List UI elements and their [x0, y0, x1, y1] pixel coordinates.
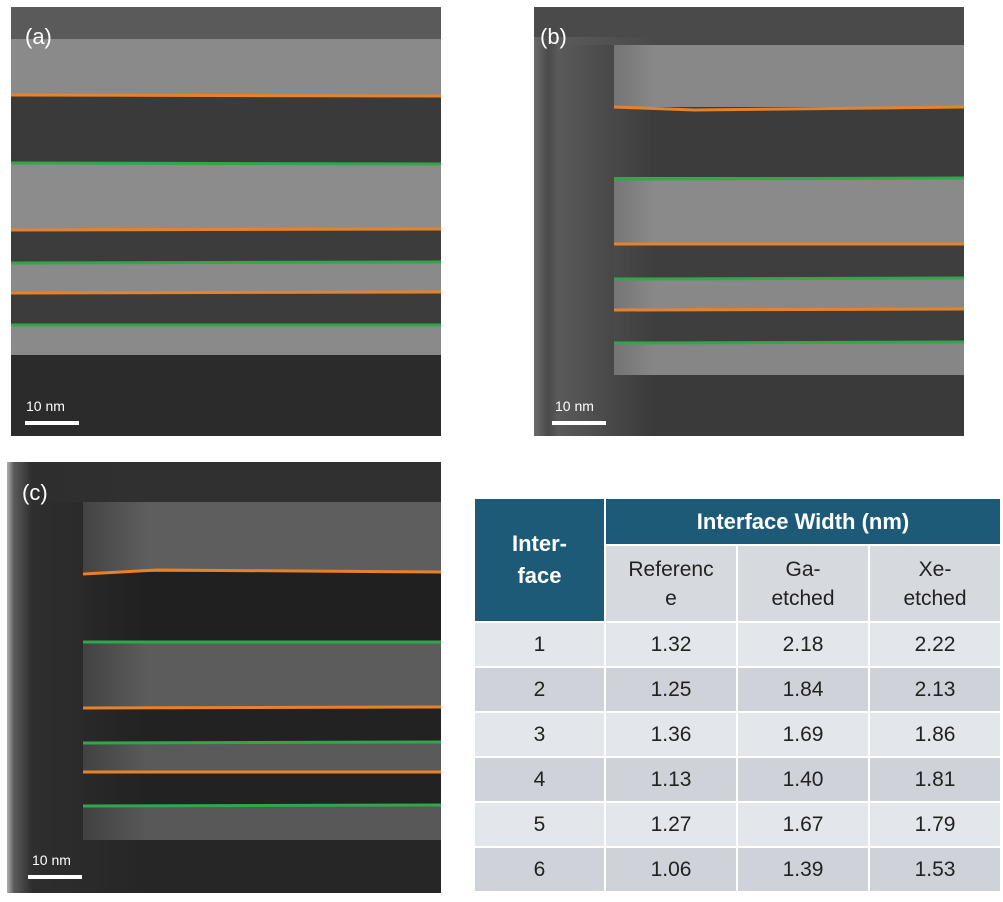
panel-label: (c) — [22, 480, 48, 505]
cell-reference: 1.32 — [604, 621, 738, 668]
stem-image-c — [7, 462, 441, 893]
interface-line-green — [82, 803, 441, 808]
column-header-xe-etched: Xe- etched — [867, 544, 1003, 623]
cell-xe-etched: 2.22 — [867, 621, 1003, 668]
cell-xe-etched: 1.79 — [867, 801, 1003, 848]
interface-line-green — [613, 340, 964, 345]
scale-bar-label: 10 nm — [26, 398, 65, 414]
interface-line-orange — [11, 290, 441, 295]
interface-line-orange — [82, 705, 441, 710]
stem-image-a — [11, 7, 441, 436]
interface-line-orange — [613, 307, 964, 312]
scale-bar — [25, 421, 79, 425]
panel-label: (b) — [540, 24, 567, 49]
table-row: 5 1.27 1.67 1.79 — [473, 801, 1003, 848]
cell-interface: 3 — [473, 711, 606, 758]
table-row: 4 1.13 1.40 1.81 — [473, 756, 1003, 803]
table-row: 6 1.06 1.39 1.53 — [473, 846, 1003, 893]
interface-line-green — [82, 740, 441, 745]
cell-ga-etched: 1.67 — [736, 801, 870, 848]
scale-bar — [552, 421, 606, 425]
interface-width-table: Inter- face Interface Width (nm) Referen… — [473, 497, 1003, 893]
cell-interface: 6 — [473, 846, 606, 893]
panel-c: (c) 10 nm — [7, 462, 441, 893]
column-header-ga-etched: Ga- etched — [736, 544, 870, 623]
group-header: Interface Width (nm) — [603, 497, 1003, 546]
table-body: 1 1.32 2.18 2.22 2 1.25 1.84 2.13 3 1.36 1.69 1.86 4… — [473, 621, 1003, 893]
cell-reference: 1.06 — [604, 846, 738, 893]
panel-b: (b) 10 nm — [534, 7, 964, 436]
interface-line-orange — [82, 568, 441, 576]
cell-ga-etched: 1.69 — [736, 711, 870, 758]
cell-interface: 1 — [473, 621, 606, 668]
cell-interface: 4 — [473, 756, 606, 803]
scale-bar-label: 10 nm — [32, 852, 71, 868]
cell-ga-etched: 2.18 — [736, 621, 870, 668]
stem-image-b — [534, 7, 964, 436]
cell-reference: 1.36 — [604, 711, 738, 758]
cell-xe-etched: 1.53 — [867, 846, 1003, 893]
interface-line-orange — [11, 227, 441, 232]
interface-line-green — [11, 260, 441, 265]
cell-reference: 1.13 — [604, 756, 738, 803]
scale-bar-label: 10 nm — [555, 398, 594, 414]
interface-line-green — [11, 161, 441, 166]
panel-a: (a) 10 nm — [11, 7, 441, 436]
interface-line-green — [613, 276, 964, 281]
cell-ga-etched: 1.40 — [736, 756, 870, 803]
table-row: 1 1.32 2.18 2.22 — [473, 621, 1003, 668]
panel-label: (a) — [25, 24, 52, 49]
interface-line-orange — [613, 105, 964, 112]
cell-interface: 5 — [473, 801, 606, 848]
cell-ga-etched: 1.39 — [736, 846, 870, 893]
cell-ga-etched: 1.84 — [736, 666, 870, 713]
cell-xe-etched: 1.86 — [867, 711, 1003, 758]
cell-xe-etched: 1.81 — [867, 756, 1003, 803]
interface-line-green — [613, 176, 964, 181]
cell-reference: 1.27 — [604, 801, 738, 848]
scale-bar — [28, 875, 82, 879]
table-row: 2 1.25 1.84 2.13 — [473, 666, 1003, 713]
row-header-interface: Inter- face — [473, 497, 606, 623]
cell-xe-etched: 2.13 — [867, 666, 1003, 713]
column-header-reference: Referenc e — [604, 544, 738, 623]
interface-line-orange — [11, 93, 441, 98]
table-row: 3 1.36 1.69 1.86 — [473, 711, 1003, 758]
cell-reference: 1.25 — [604, 666, 738, 713]
cell-interface: 2 — [473, 666, 606, 713]
